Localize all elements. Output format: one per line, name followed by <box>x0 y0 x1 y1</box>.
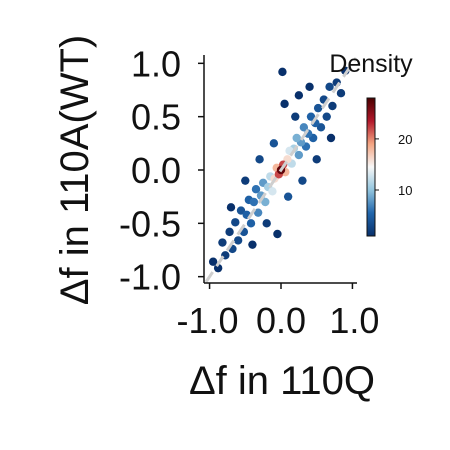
identity-reference-line <box>204 57 358 283</box>
x-axis-label: Δf in 110Q <box>189 359 375 403</box>
scatter-point <box>328 101 337 111</box>
x-tick-label: 1.0 <box>329 300 379 341</box>
scatter-point <box>294 91 304 100</box>
scatter-point <box>283 192 293 201</box>
scatter-point <box>226 203 236 212</box>
scatter-point <box>231 218 240 227</box>
scatter-points <box>208 66 350 273</box>
scatter-point <box>292 133 301 143</box>
y-tick-label: -0.5 <box>119 203 181 244</box>
scatter-point <box>305 82 314 92</box>
scatter-point <box>251 185 261 194</box>
scatter-point <box>236 206 246 215</box>
scatter-point <box>278 67 287 77</box>
scatter-point <box>306 112 316 121</box>
scatter-point <box>336 89 346 98</box>
colorbar-title: Density <box>329 50 413 78</box>
colorbar-ticks: 10 20 <box>375 132 412 198</box>
scatter-point <box>273 229 282 239</box>
scatter-point <box>313 103 323 113</box>
scatter-point <box>312 155 321 164</box>
x-tick-label: -1.0 <box>177 300 239 341</box>
colorbar-tick-label: 20 <box>398 132 412 147</box>
y-tick-label: 0.0 <box>131 150 181 191</box>
scatter-point <box>268 187 277 196</box>
scatter-point <box>291 112 300 121</box>
scatter-point <box>241 176 250 185</box>
scatter-point <box>225 227 234 237</box>
y-axis-label: Δf in 110A(WT) <box>53 35 97 305</box>
y-tick-label: -1.0 <box>119 257 181 298</box>
scatter-point <box>218 238 227 247</box>
scatter-point <box>262 219 271 228</box>
scatter-point <box>248 240 257 249</box>
x-axis-ticks: -1.0 0.0 1.0 <box>177 283 379 341</box>
scatter-point <box>213 263 223 273</box>
y-tick-label: 1.0 <box>131 43 181 84</box>
scatter-point <box>325 82 334 92</box>
scatter-point <box>208 257 218 266</box>
scatter-point <box>249 197 259 207</box>
y-axis-ticks: -1.0 -0.5 0.0 0.5 1.0 <box>119 43 204 298</box>
scatter-point <box>326 133 336 143</box>
colorbar <box>366 97 376 237</box>
scatter-point <box>253 208 263 217</box>
scatter-point <box>261 197 270 207</box>
colorbar-tick-label: 10 <box>398 183 412 198</box>
scatter-point <box>299 123 309 132</box>
scatter-point <box>255 155 264 164</box>
scatter-point <box>298 176 307 185</box>
x-tick-label: 0.0 <box>256 300 306 341</box>
scatter-point <box>294 150 304 160</box>
scatter-point <box>316 123 326 132</box>
y-tick-label: 0.5 <box>131 97 181 138</box>
scatter-point <box>280 99 289 109</box>
scatter-point <box>322 112 331 121</box>
scatter-point <box>246 219 256 228</box>
scatter-point <box>233 236 243 245</box>
scatter-point <box>269 139 279 148</box>
